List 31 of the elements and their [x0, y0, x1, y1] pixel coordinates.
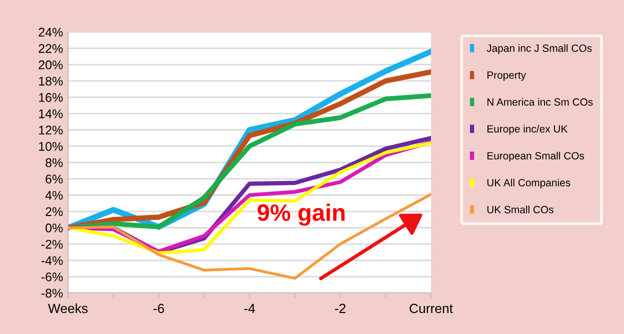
- y-tick-label: 12%: [39, 126, 63, 134]
- x-tick-label: Weeks: [48, 303, 88, 314]
- legend-label: UK Small COs: [487, 206, 554, 214]
- legend-label: Japan inc J Small COs: [486, 44, 592, 54]
- y-tick-label: 20%: [38, 60, 63, 70]
- x-tick-label: -6: [153, 304, 164, 314]
- legend-label: UK All Companies: [487, 178, 570, 188]
- y-tick-label: 10%: [39, 142, 63, 151]
- y-tick-label: -8%: [41, 288, 63, 298]
- annotation: 9% gain: [258, 204, 345, 226]
- x-tick-label: -4: [244, 304, 255, 313]
- y-tick-label: 24%: [38, 28, 63, 37]
- x-tick-label: Current: [410, 304, 453, 314]
- legend-label: European Small COs: [487, 152, 584, 162]
- legend-label: N America inc Sm COs: [487, 98, 593, 106]
- y-tick-label: 18%: [39, 76, 63, 86]
- line-series: [68, 192, 431, 280]
- y-tick-label: 8%: [46, 158, 63, 168]
- legend-label: Property: [487, 72, 526, 81]
- y-tick-label: 2%: [46, 207, 63, 216]
- legend-label: Europe inc/ex UK: [487, 124, 568, 135]
- y-tick-label: 6%: [46, 174, 63, 184]
- y-tick-label: 16%: [39, 93, 63, 102]
- y-tick-label: 22%: [38, 44, 63, 53]
- y-tick-label: -4%: [41, 256, 63, 265]
- y-tick-label: -2%: [41, 240, 63, 249]
- y-tick-label: -6%: [41, 272, 63, 282]
- x-tick-label: -2: [334, 304, 346, 313]
- y-tick-label: 0%: [46, 224, 63, 232]
- y-tick-label: 4%: [45, 190, 63, 200]
- y-tick-label: 14%: [39, 109, 63, 118]
